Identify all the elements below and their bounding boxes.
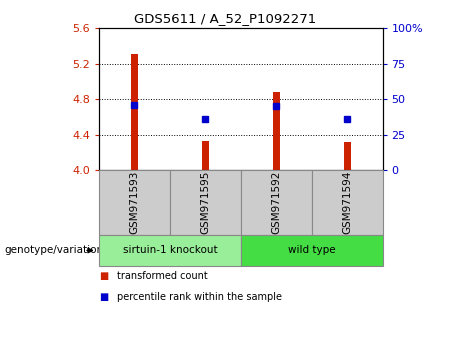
Text: ■: ■ xyxy=(99,292,108,302)
Text: GSM971593: GSM971593 xyxy=(130,171,140,234)
Text: GSM971594: GSM971594 xyxy=(342,171,352,234)
Bar xyxy=(131,54,138,170)
Text: ■: ■ xyxy=(99,271,108,281)
Text: sirtuin-1 knockout: sirtuin-1 knockout xyxy=(122,245,217,256)
Bar xyxy=(202,141,209,170)
Text: transformed count: transformed count xyxy=(117,271,208,281)
Text: genotype/variation: genotype/variation xyxy=(4,245,104,256)
Text: GDS5611 / A_52_P1092271: GDS5611 / A_52_P1092271 xyxy=(134,12,316,25)
Text: percentile rank within the sample: percentile rank within the sample xyxy=(117,292,282,302)
Text: GSM971595: GSM971595 xyxy=(200,171,210,234)
Bar xyxy=(343,143,351,170)
Bar xyxy=(273,92,280,170)
Text: wild type: wild type xyxy=(288,245,335,256)
Text: GSM971592: GSM971592 xyxy=(271,171,281,234)
